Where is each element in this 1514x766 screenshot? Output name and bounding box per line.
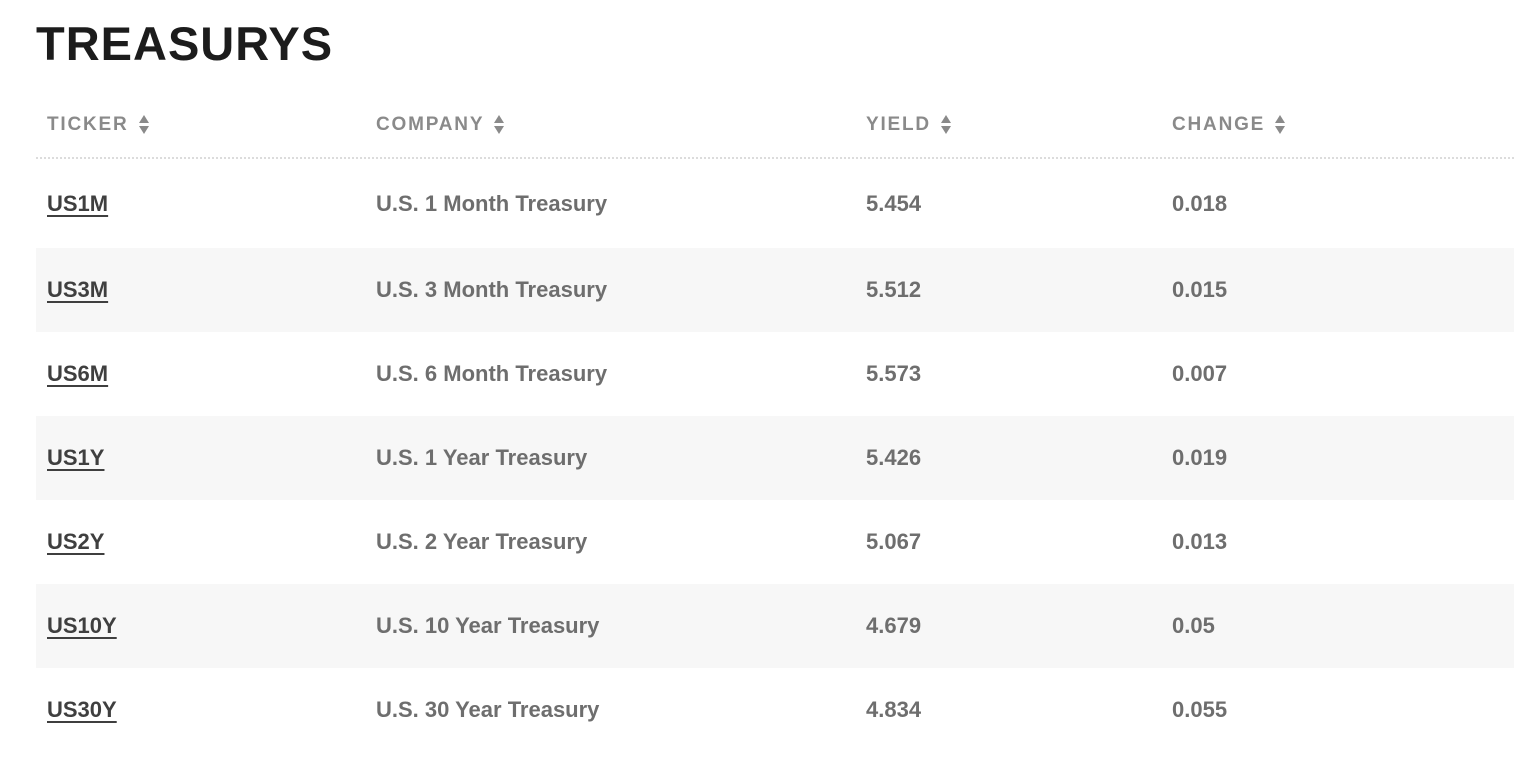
yield-value: 5.426: [866, 445, 922, 470]
ticker-cell: US3M: [36, 277, 376, 303]
company-name: U.S. 30 Year Treasury: [376, 697, 600, 722]
column-header-company[interactable]: COMPANY: [376, 114, 866, 136]
table-row: US1M U.S. 1 Month Treasury 5.454 0.018: [36, 159, 1514, 248]
sort-up-icon: [138, 114, 149, 123]
sort-up-icon: [940, 114, 951, 123]
column-header-label: COMPANY: [376, 114, 485, 135]
column-header-ticker[interactable]: TICKER: [36, 114, 376, 136]
table-row: US30Y U.S. 30 Year Treasury 4.834 0.055: [36, 668, 1514, 752]
ticker-link[interactable]: US6M: [47, 361, 109, 386]
table-row: US10Y U.S. 10 Year Treasury 4.679 0.05: [36, 584, 1514, 668]
change-value: 0.015: [1172, 277, 1228, 302]
table-row: US3M U.S. 3 Month Treasury 5.512 0.015: [36, 248, 1514, 332]
ticker-cell: US1Y: [36, 445, 376, 471]
change-value: 0.007: [1172, 361, 1228, 386]
table-row: US1Y U.S. 1 Year Treasury 5.426 0.019: [36, 416, 1514, 500]
company-name: U.S. 3 Month Treasury: [376, 277, 608, 302]
sort-down-icon: [494, 125, 505, 134]
ticker-cell: US6M: [36, 361, 376, 387]
sort-down-icon: [1275, 125, 1286, 134]
column-header-change[interactable]: CHANGE: [1172, 114, 1514, 136]
ticker-cell: US10Y: [36, 613, 376, 639]
company-name: U.S. 1 Year Treasury: [376, 445, 588, 470]
yield-value: 5.067: [866, 529, 922, 554]
sort-down-icon: [138, 125, 149, 134]
change-value: 0.05: [1172, 613, 1215, 638]
ticker-link[interactable]: US10Y: [47, 613, 117, 638]
company-name: U.S. 6 Month Treasury: [376, 361, 608, 386]
page-title: TREASURYS: [36, 17, 334, 70]
ticker-cell: US2Y: [36, 529, 376, 555]
yield-value: 5.512: [866, 277, 922, 302]
treasurys-table: TICKER COMPANY YIELD CHANGE US1M U.S. 1 …: [36, 67, 1514, 752]
company-name: U.S. 2 Year Treasury: [376, 529, 588, 554]
column-header-label: YIELD: [866, 114, 931, 135]
column-header-label: CHANGE: [1172, 114, 1266, 135]
ticker-link[interactable]: US3M: [47, 277, 109, 302]
yield-value: 5.573: [866, 361, 922, 386]
sort-arrows-icon: [138, 114, 149, 134]
table-row: US2Y U.S. 2 Year Treasury 5.067 0.013: [36, 500, 1514, 584]
ticker-cell: US30Y: [36, 697, 376, 723]
sort-down-icon: [940, 125, 951, 134]
column-header-label: TICKER: [47, 114, 129, 135]
yield-value: 5.454: [866, 190, 922, 216]
sort-arrows-icon: [494, 114, 505, 134]
sort-arrows-icon: [940, 114, 951, 134]
table-rows: US1M U.S. 1 Month Treasury 5.454 0.018 U…: [36, 159, 1514, 752]
change-value: 0.013: [1172, 529, 1228, 554]
company-name: U.S. 1 Month Treasury: [376, 190, 608, 216]
ticker-link[interactable]: US2Y: [47, 529, 105, 554]
yield-value: 4.834: [866, 697, 922, 722]
change-value: 0.018: [1172, 190, 1228, 216]
table-row: US6M U.S. 6 Month Treasury 5.573 0.007: [36, 332, 1514, 416]
sort-up-icon: [1275, 114, 1286, 123]
change-value: 0.055: [1172, 697, 1228, 722]
ticker-link[interactable]: US1Y: [47, 445, 105, 470]
yield-value: 4.679: [866, 613, 922, 638]
table-header-row: TICKER COMPANY YIELD CHANGE: [36, 67, 1514, 159]
company-name: U.S. 10 Year Treasury: [376, 613, 600, 638]
ticker-link[interactable]: US30Y: [47, 697, 117, 722]
sort-up-icon: [494, 114, 505, 123]
change-value: 0.019: [1172, 445, 1228, 470]
ticker-link[interactable]: US1M: [47, 190, 109, 216]
column-header-yield[interactable]: YIELD: [866, 114, 1172, 136]
ticker-cell: US1M: [36, 191, 376, 217]
sort-arrows-icon: [1275, 114, 1286, 134]
